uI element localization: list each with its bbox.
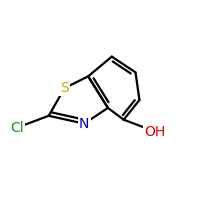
Text: Cl: Cl: [10, 121, 24, 135]
Text: OH: OH: [145, 125, 166, 139]
Text: N: N: [79, 117, 89, 131]
Text: S: S: [60, 81, 69, 95]
